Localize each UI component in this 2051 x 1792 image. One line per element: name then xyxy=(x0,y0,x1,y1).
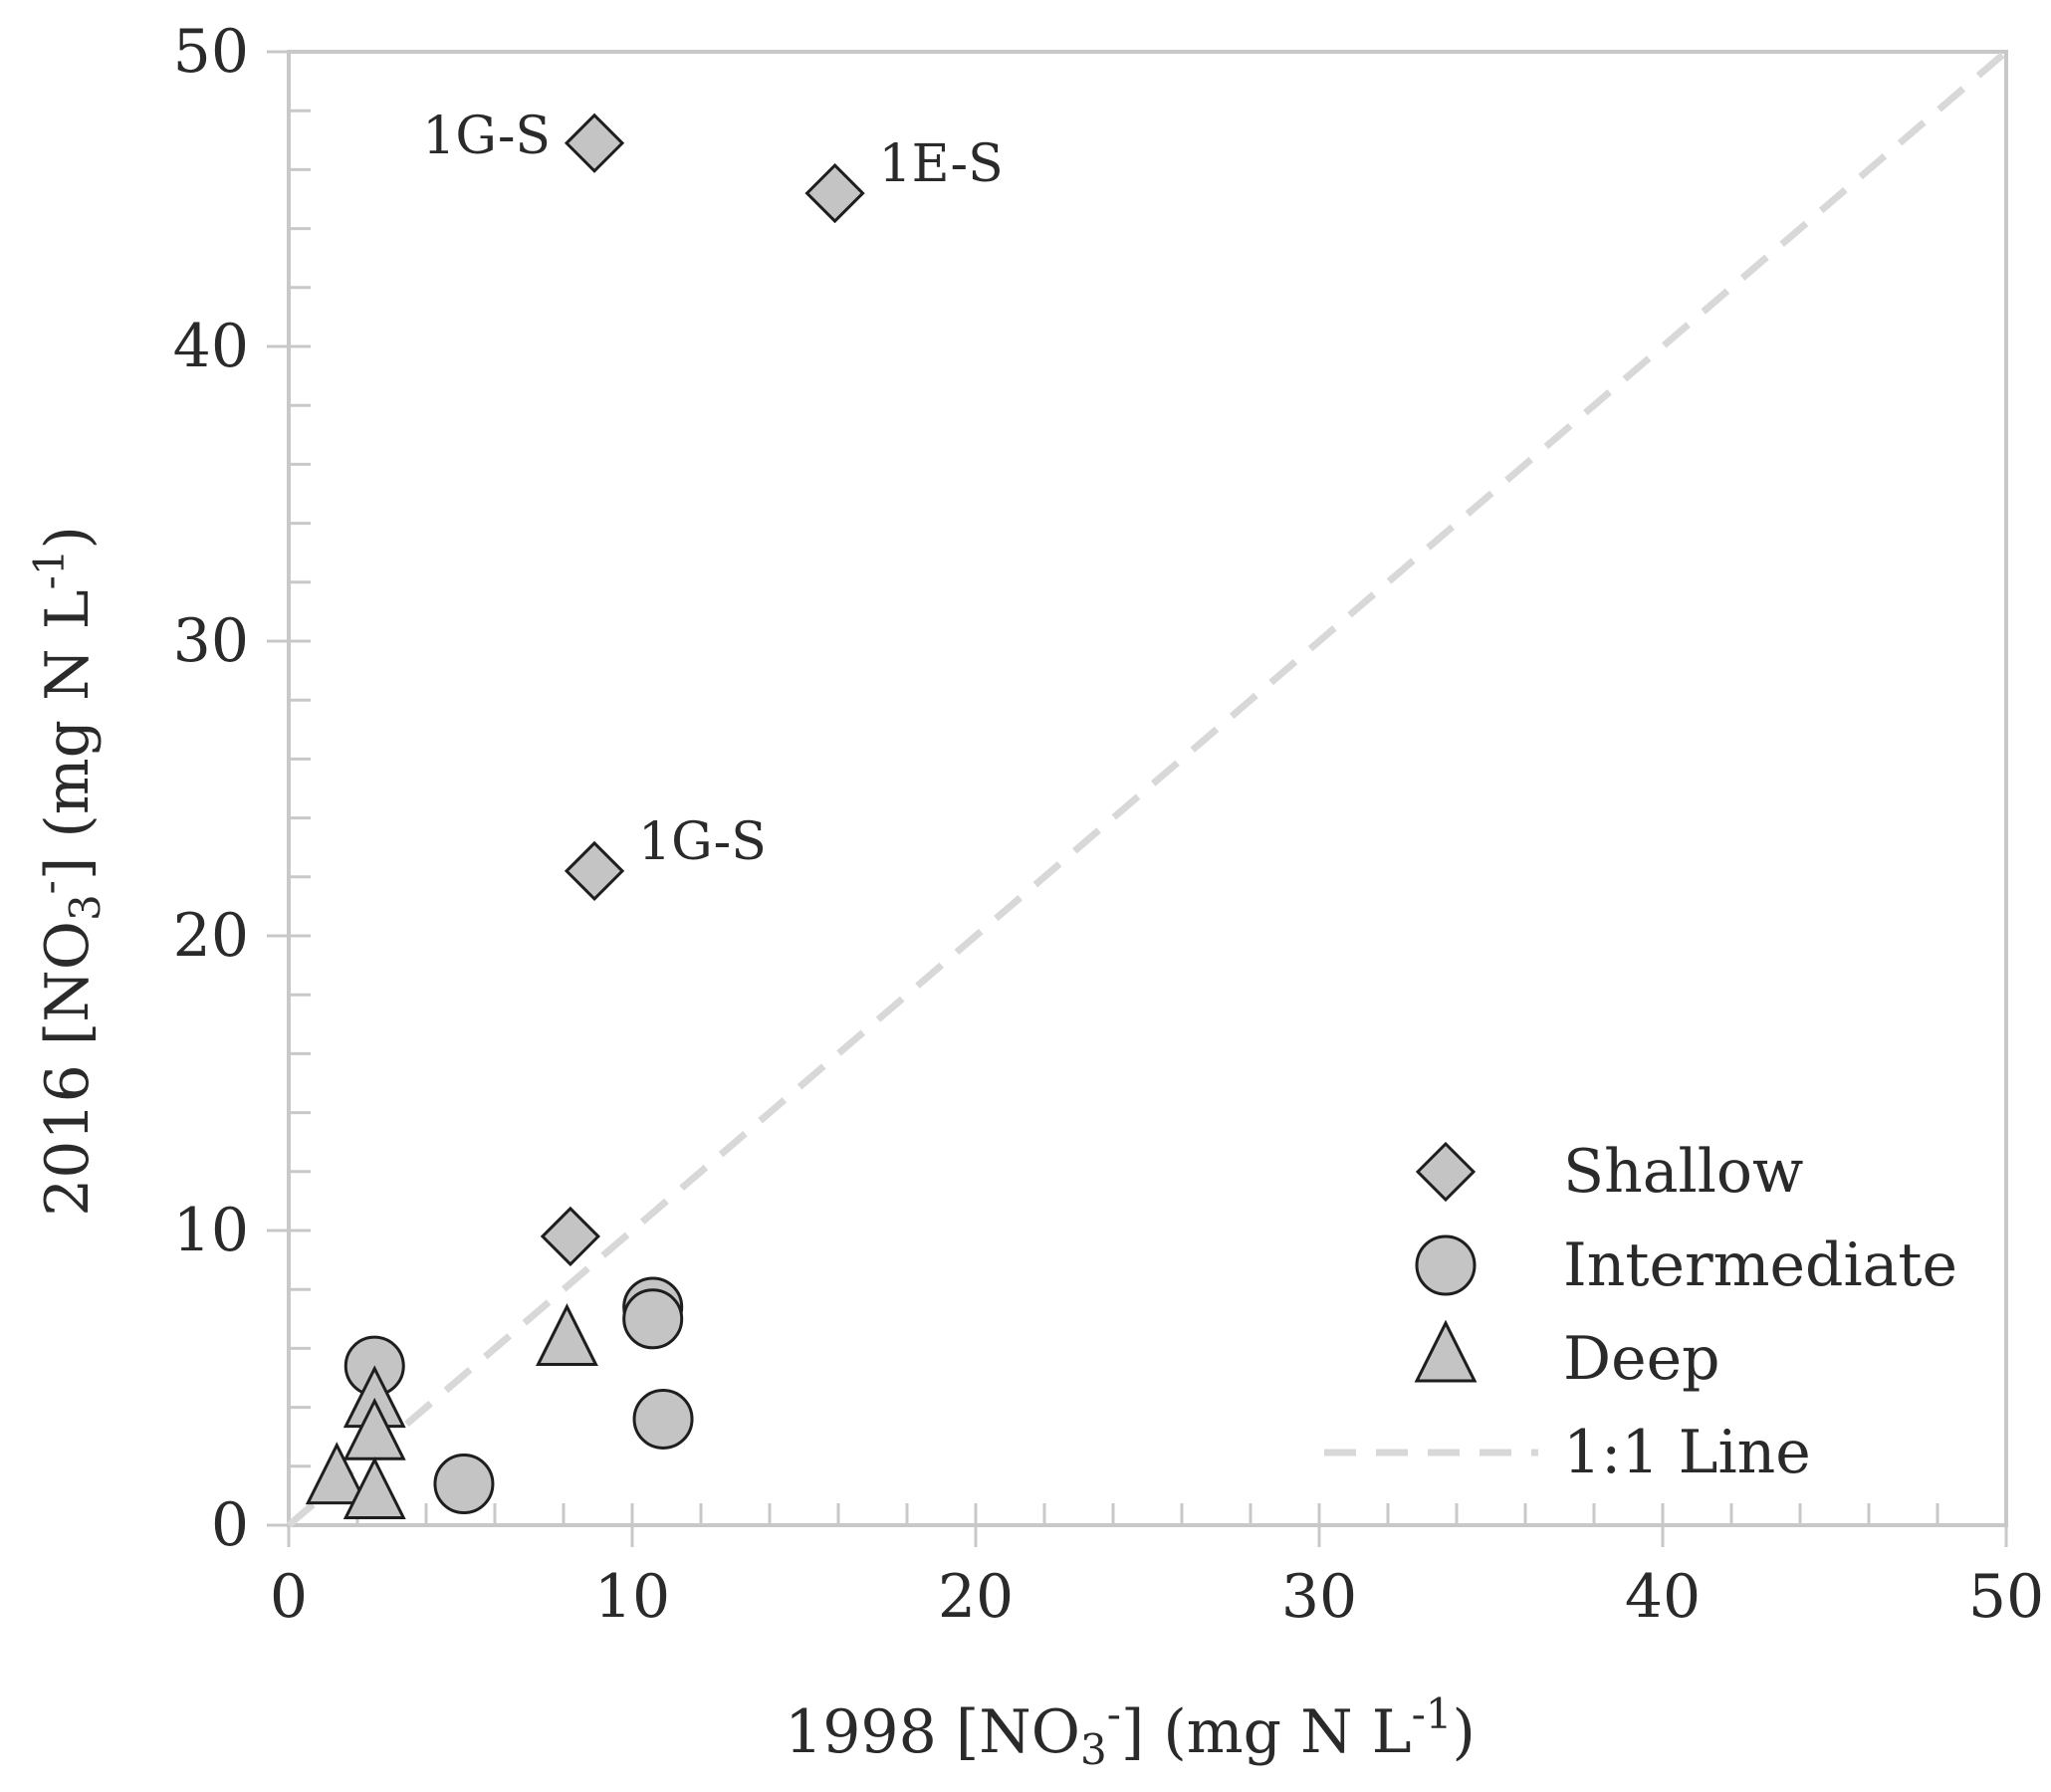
legend-label: Shallow xyxy=(1563,1137,1803,1207)
data-point-intermediate xyxy=(622,1288,684,1350)
point-annotation: 1E-S xyxy=(879,134,1004,194)
y-tick-label: 40 xyxy=(173,312,249,381)
x-tick-label: 0 xyxy=(270,1562,308,1632)
legend-marker-shallow xyxy=(1415,1141,1477,1203)
plot-frame xyxy=(287,50,2008,1527)
x-tick-label: 40 xyxy=(1625,1562,1701,1632)
y-axis-title: 2016 [NO3-] (mg N L-1) xyxy=(25,526,110,1217)
point-annotation: 1G-S xyxy=(422,107,551,166)
y-tick-label: 50 xyxy=(173,17,249,87)
x-tick-label: 50 xyxy=(1968,1562,2044,1632)
x-axis-title: 1998 [NO3-] (mg N L-1) xyxy=(785,1689,1476,1774)
legend: Shallow Intermediate Deep 1:1 Line xyxy=(1324,1137,1957,1487)
y-tick-label: 30 xyxy=(173,606,249,676)
data-point-shallow xyxy=(804,162,865,224)
data-point-shallow xyxy=(564,112,625,173)
data-point-intermediate xyxy=(433,1454,495,1515)
one-to-one-line xyxy=(286,49,2009,1528)
data-point-deep xyxy=(342,1456,406,1519)
legend-label: 1:1 Line xyxy=(1563,1418,1811,1487)
data-point-deep xyxy=(536,1303,598,1367)
y-tick-label: 10 xyxy=(173,1196,249,1265)
data-point-deep xyxy=(305,1442,368,1505)
data-point-intermediate xyxy=(632,1388,694,1450)
x-tick-label: 30 xyxy=(1281,1562,1357,1632)
x-tick-label: 20 xyxy=(938,1562,1014,1632)
plot-area: 0 10 20 30 40 50 0 10 20 30 40 50 1G-S 1E-S 1G-S xyxy=(173,17,2045,1632)
legend-marker-deep xyxy=(1414,1319,1478,1383)
data-point-shallow xyxy=(540,1206,601,1267)
data-point-shallow xyxy=(564,840,625,902)
y-tick-label: 0 xyxy=(211,1490,249,1560)
legend-label: Intermediate xyxy=(1563,1231,1957,1300)
point-annotation: 1G-S xyxy=(638,812,767,872)
legend-label: Deep xyxy=(1563,1324,1720,1394)
legend-marker-intermediate xyxy=(1415,1234,1477,1296)
y-tick-label: 20 xyxy=(173,901,249,971)
x-tick-label: 10 xyxy=(594,1562,670,1632)
